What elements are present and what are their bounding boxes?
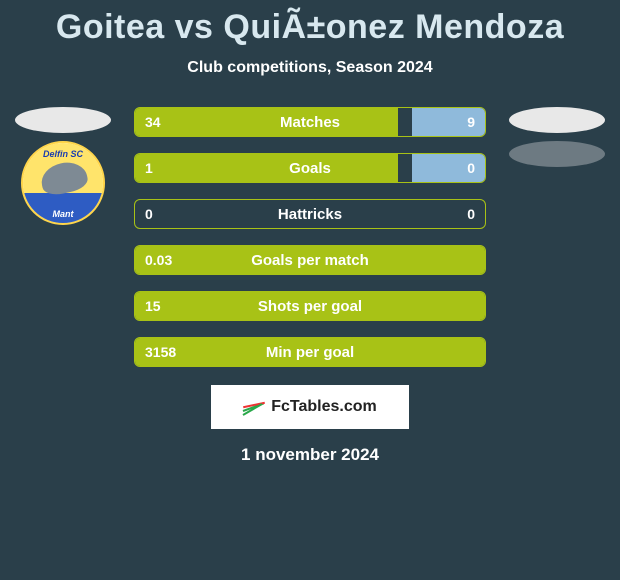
page-title: Goitea vs QuiÃ±onez Mendoza	[0, 0, 620, 47]
stat-left-fill	[135, 154, 398, 182]
stat-label: Hattricks	[135, 200, 485, 228]
fctables-logo-icon	[243, 398, 265, 416]
stat-left-value: 0	[135, 200, 163, 228]
comparison-bars: 349Matches10Goals00Hattricks0.03Goals pe…	[134, 107, 486, 367]
fctables-logo: FcTables.com	[211, 385, 409, 429]
stat-row: 0.03Goals per match	[134, 245, 486, 275]
stat-row: 15Shots per goal	[134, 291, 486, 321]
right-flag-oval-1	[509, 107, 605, 133]
left-club-name-bottom: Mant	[23, 209, 103, 219]
stat-left-value: 15	[135, 292, 171, 320]
right-badge-column	[502, 107, 612, 167]
footer-date: 1 november 2024	[0, 445, 620, 465]
left-flag-oval	[15, 107, 111, 133]
stat-left-value: 1	[135, 154, 163, 182]
stat-left-fill	[135, 338, 485, 366]
stat-row: 0 0Hattricks	[134, 199, 486, 229]
left-badge-column: Delfin SC Mant	[8, 107, 118, 225]
stat-left-value: 3158	[135, 338, 186, 366]
stat-right-value	[465, 292, 485, 320]
stat-row: 349Matches	[134, 107, 486, 137]
stat-left-fill	[135, 292, 485, 320]
left-club-name-top: Delfin SC	[23, 149, 103, 159]
stat-left-fill	[135, 246, 485, 274]
comparison-content: Delfin SC Mant 349Matches10Goals00Hattri…	[0, 107, 620, 367]
stat-left-value: 0.03	[135, 246, 182, 274]
stat-left-fill	[135, 108, 398, 136]
stat-right-value: 0	[457, 154, 485, 182]
left-club-badge: Delfin SC Mant	[21, 141, 105, 225]
stat-right-value	[465, 338, 485, 366]
stat-right-value: 9	[457, 108, 485, 136]
page-subtitle: Club competitions, Season 2024	[0, 59, 620, 77]
stat-right-value	[465, 246, 485, 274]
right-flag-oval-2	[509, 141, 605, 167]
stat-row: 3158Min per goal	[134, 337, 486, 367]
fctables-logo-text: FcTables.com	[271, 398, 377, 416]
stat-row: 10Goals	[134, 153, 486, 183]
stat-left-value: 34	[135, 108, 171, 136]
stat-right-value: 0	[457, 200, 485, 228]
